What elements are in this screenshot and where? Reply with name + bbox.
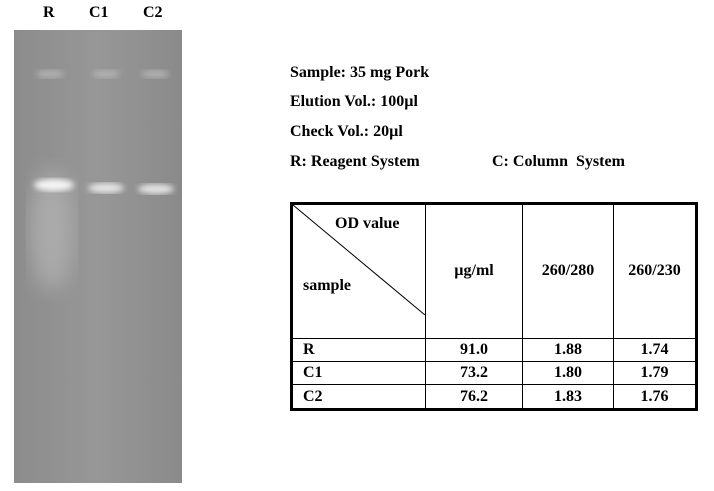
diagonal bbox=[293, 205, 425, 315]
table-cell: C2 bbox=[291, 384, 426, 410]
well bbox=[141, 70, 169, 78]
table-cell: C1 bbox=[291, 361, 426, 386]
info-line: C: Column System bbox=[492, 153, 625, 170]
table-cell: 1.80 bbox=[522, 361, 614, 386]
smear bbox=[30, 170, 74, 290]
table-row: C1 73.2 1.80 1.79 bbox=[291, 361, 697, 386]
lane-label: C1 bbox=[89, 4, 109, 21]
table-row: R 91.0 1.88 1.74 bbox=[291, 337, 697, 363]
table-cell: 73.2 bbox=[425, 361, 523, 386]
table-body: R 91.0 1.88 1.74 C1 73.2 1.80 1.79 C2 76.2 1.83 1.7… bbox=[291, 337, 697, 410]
column-header: µg/ml bbox=[425, 203, 523, 339]
lane-label: C2 bbox=[143, 4, 163, 21]
band bbox=[88, 183, 124, 193]
band bbox=[34, 179, 74, 191]
table-cell: 1.88 bbox=[522, 337, 614, 363]
column-header: 260/280 bbox=[522, 203, 614, 339]
table-cell: 1.74 bbox=[613, 337, 697, 363]
lane-label: R bbox=[43, 4, 55, 21]
table-cell: 1.83 bbox=[522, 384, 614, 410]
info-line: Sample: 35 mg Pork bbox=[290, 64, 430, 81]
corner-bottom: sample bbox=[303, 277, 351, 294]
column-header: 260/230 bbox=[613, 203, 697, 339]
table-cell: 1.79 bbox=[613, 361, 697, 386]
info-line: Check Vol.: 20µl bbox=[290, 123, 403, 140]
corner-top: OD value bbox=[335, 215, 400, 232]
gel-image bbox=[14, 30, 182, 483]
well bbox=[92, 70, 120, 78]
info-line: Elution Vol.: 100µl bbox=[290, 93, 418, 110]
table-cell: R bbox=[291, 337, 426, 363]
table-row: C2 76.2 1.83 1.76 bbox=[291, 384, 697, 410]
info-line: R: Reagent System bbox=[290, 153, 420, 170]
band bbox=[138, 184, 174, 194]
table-cell: 76.2 bbox=[425, 384, 523, 410]
corner-cell: OD value sample bbox=[291, 203, 426, 339]
table-cell: 1.76 bbox=[613, 384, 697, 410]
table-cell: 91.0 bbox=[425, 337, 523, 363]
well bbox=[36, 70, 64, 78]
